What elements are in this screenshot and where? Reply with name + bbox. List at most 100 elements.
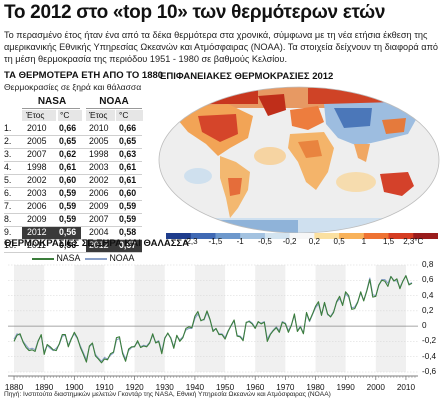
- noaa-value-cell: 0,61: [119, 162, 137, 172]
- row-divider: [4, 239, 142, 240]
- nasa-year-cell: 2007: [27, 149, 47, 159]
- colorbar-swatch: [339, 233, 365, 239]
- colorbar-tick-label: 1: [361, 237, 367, 246]
- highlight-2012-nasa: [22, 226, 81, 239]
- noaa-value-cell: 0,61: [119, 175, 137, 185]
- colorbar-swatch: [314, 233, 340, 239]
- y-tick-label: 0,8: [422, 260, 434, 269]
- nasa-year-cell: 2006: [27, 201, 47, 211]
- nasa-header-rule: [22, 108, 80, 109]
- nasa-value-cell: 0,59: [59, 188, 77, 198]
- x-tick-label: 2010: [396, 383, 416, 392]
- noaa-value-cell: 0,59: [119, 201, 137, 211]
- noaa-value-cell: 0,66: [119, 123, 137, 133]
- legend-nasa-label: NASA: [56, 253, 81, 263]
- nasa-value-cell: 0,65: [59, 136, 77, 146]
- noaa-year-cell: 2004: [89, 227, 109, 237]
- x-tick-label: 1890: [35, 383, 54, 392]
- x-tick-label: 1880: [4, 383, 24, 392]
- rank-cell: 6.: [4, 188, 12, 198]
- x-tick-label: 1900: [65, 383, 84, 392]
- nasa-year-cell: 2012: [27, 227, 47, 237]
- nasa-year-header: Έτος: [22, 110, 56, 121]
- y-tick-label: 0: [422, 321, 427, 331]
- x-tick-label: 1990: [336, 383, 355, 392]
- table-row: 7. 2006 0,59 2009 0,59: [4, 200, 142, 213]
- row-divider: [4, 161, 142, 162]
- map-heading: ΕΠΙΦΑΝΕΙΑΚΕΣ ΘΕΡΜΟΚΡΑΣΙΕΣ 2012: [160, 71, 334, 82]
- colorbar-tick-label: 1,5: [382, 237, 395, 246]
- rank-cell: 1.: [4, 123, 12, 133]
- nasa-value-cell: 0,59: [59, 201, 77, 211]
- legend-noaa: NOAA: [85, 253, 134, 263]
- table-row: 2. 2005 0,65 2005 0,65: [4, 135, 142, 148]
- colorbar-swatch: [215, 233, 241, 239]
- noaa-year-cell: 2002: [89, 175, 109, 185]
- noaa-value-cell: 0,57: [119, 240, 137, 250]
- x-tick-label: 1970: [276, 383, 295, 392]
- table-heading: ΤΑ ΘΕΡΜΟΤΕΡΑ ΕΤΗ ΑΠΟ ΤΟ 1880: [4, 70, 164, 81]
- y-tick-label: -0,2: [422, 336, 437, 346]
- x-tick-label: 1930: [155, 383, 174, 392]
- rank-cell: 7.: [4, 201, 12, 211]
- decade-band: [14, 265, 45, 372]
- source-credit: Πηγή: Ινστιτούτο διαστημικών μελετών Γκο…: [4, 391, 331, 398]
- decade-band: [74, 265, 105, 372]
- nasa-value-cell: 0,66: [59, 123, 77, 133]
- table-row: 9. 2012 0,56 2004 0,58: [4, 226, 142, 239]
- nasa-column-header: NASA: [37, 96, 67, 107]
- table-row: 5. 2002 0,60 2002 0,61: [4, 174, 142, 187]
- nasa-year-cell: 2010: [27, 123, 47, 133]
- rank-cell: 9.: [4, 227, 12, 237]
- temperature-anomaly-map: [158, 86, 440, 234]
- nasa-value-cell: 0,56: [59, 227, 77, 237]
- colorbar-tick-label: -0,5: [258, 237, 272, 246]
- noaa-year-cell: 2006: [89, 188, 109, 198]
- noaa-year-cell: 2010: [89, 123, 109, 133]
- nasa-value-cell: 0,62: [59, 149, 77, 159]
- page-title: Το 2012 στο «top 10» των θερμότερων ετών: [4, 2, 386, 23]
- highlight-2012-noaa: [86, 239, 142, 252]
- colorbar-swatch: [388, 233, 414, 239]
- x-tick-label: 1940: [185, 383, 205, 392]
- rank-cell: 3.: [4, 149, 12, 159]
- chart-title: ΘΕΡΜΟΚΡΑΣΙΕΣ ΣΕ ΞΗΡΑ ΚΑΙ ΘΑΛΑΣΣΑ: [4, 238, 189, 249]
- y-tick-label: -0,6: [422, 367, 437, 376]
- table-row: 3. 2007 0,62 1998 0,63: [4, 148, 142, 161]
- noaa-value-cell: 0,58: [119, 227, 137, 237]
- nasa-value-cell: 0,59: [59, 214, 77, 224]
- x-tick-label: 1910: [95, 383, 114, 392]
- rank-cell: 4.: [4, 162, 12, 172]
- colorbar-swatch: [289, 233, 315, 239]
- row-divider: [4, 252, 142, 253]
- legend-noaa-swatch: [85, 257, 107, 260]
- nasa-year-cell: 2011: [27, 240, 46, 250]
- noaa-year-header: Έτος: [86, 110, 115, 121]
- row-divider: [4, 174, 142, 175]
- colorbar-tick-label: -1,5: [208, 237, 223, 246]
- nasa-value-cell: 0,60: [59, 175, 77, 185]
- decade-band: [315, 265, 346, 372]
- colorbar-tick-label: -0,2: [282, 237, 297, 246]
- colorbar-tick-label: -2,3: [183, 237, 198, 246]
- noaa-header-rule: [86, 108, 142, 109]
- x-tick-label: 1960: [246, 383, 265, 392]
- table-row: 6. 2003 0,59 2006 0,60: [4, 187, 142, 200]
- x-tick-label: 1920: [125, 383, 144, 392]
- noaa-value-cell: 0,63: [119, 149, 137, 159]
- noaa-value-cell: 0,60: [119, 188, 137, 198]
- series-line-nasa: [13, 275, 413, 364]
- noaa-year-cell: 2003: [89, 162, 109, 172]
- rank-cell: 5.: [4, 175, 12, 185]
- colorbar-swatch: [264, 233, 291, 239]
- x-tick-label: 2000: [366, 383, 385, 392]
- decade-band: [255, 265, 286, 372]
- noaa-column-header: NOAA: [99, 96, 129, 107]
- colorbar-swatch: [240, 233, 266, 239]
- nasa-year-cell: 2003: [27, 188, 47, 198]
- y-tick-label: 0,2: [422, 305, 434, 315]
- y-tick-label: 0,6: [422, 275, 434, 285]
- colorbar-swatch: [166, 233, 192, 239]
- row-divider: [4, 187, 142, 188]
- nasa-year-cell: 1998: [27, 162, 47, 172]
